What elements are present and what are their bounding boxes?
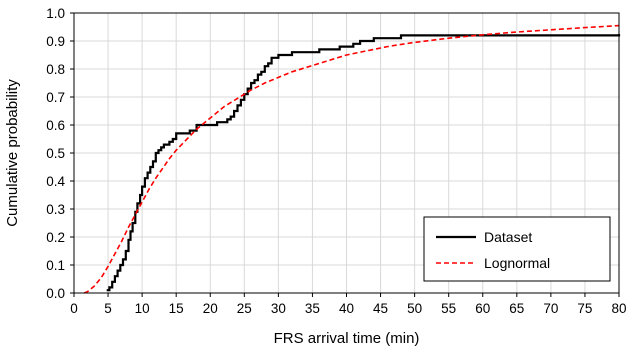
x-tick-label: 25	[237, 301, 252, 316]
x-tick-label: 5	[104, 301, 112, 316]
y-tick-label: 0.1	[46, 258, 65, 273]
series-line-lognormal	[83, 24, 620, 294]
x-tick-label: 50	[407, 301, 422, 316]
legend: Dataset Lognormal	[423, 216, 611, 282]
y-tick-labels: 0.0 0.1 0.2 0.3 0.4 0.5 0.6 0.7 0.8 0.9 1.0	[46, 6, 65, 301]
x-tick-label: 70	[543, 301, 558, 316]
x-tick-label: 55	[441, 301, 456, 316]
x-tick-label: 60	[475, 301, 490, 316]
y-tick-label: 0.0	[46, 286, 65, 301]
legend-label-lognormal: Lognormal	[484, 255, 550, 271]
x-tick-label: 15	[169, 301, 184, 316]
x-tick-label: 40	[339, 301, 354, 316]
legend-box	[423, 216, 611, 282]
y-tick-label: 0.2	[46, 230, 65, 245]
x-tick-label: 75	[577, 301, 592, 316]
y-tick-label: 0.4	[46, 174, 65, 189]
x-axis-title: FRS arrival time (min)	[274, 330, 420, 347]
x-tick-labels: 0 5 10 15 20 25 30 35 40 45 50 55 60 65 70 75 80	[70, 301, 626, 316]
x-tick-label: 30	[271, 301, 286, 316]
y-tick-label: 0.8	[46, 62, 65, 77]
y-tick-label: 0.5	[46, 146, 65, 161]
series-line-dataset	[106, 34, 621, 292]
y-tick-label: 0.6	[46, 118, 65, 133]
x-tick-label: 65	[509, 301, 524, 316]
y-tick-label: 1.0	[46, 6, 65, 21]
y-axis-title: Cumulative probability	[4, 79, 21, 227]
x-tick-label: 0	[70, 301, 78, 316]
x-tick-label: 10	[135, 301, 150, 316]
plot-frame	[73, 12, 620, 294]
legend-label-dataset: Dataset	[484, 229, 532, 245]
x-tick-label: 35	[305, 301, 320, 316]
series-layer	[83, 24, 621, 294]
y-tick-label: 0.7	[46, 90, 65, 105]
y-tick-label: 0.9	[46, 34, 65, 49]
x-tick-label: 20	[203, 301, 218, 316]
x-tick-label: 45	[373, 301, 388, 316]
x-tick-label: 80	[611, 301, 626, 316]
y-tick-label: 0.3	[46, 202, 65, 217]
